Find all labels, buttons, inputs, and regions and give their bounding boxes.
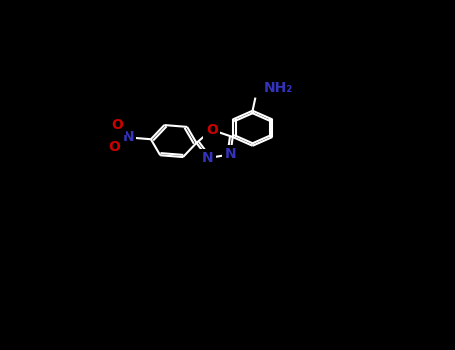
Text: N: N [202,151,214,165]
Text: N: N [224,147,236,161]
Text: O: O [111,119,123,133]
Text: O: O [109,140,121,154]
Text: N: N [122,131,134,145]
Text: NH₂: NH₂ [264,82,293,96]
Text: O: O [206,123,218,137]
